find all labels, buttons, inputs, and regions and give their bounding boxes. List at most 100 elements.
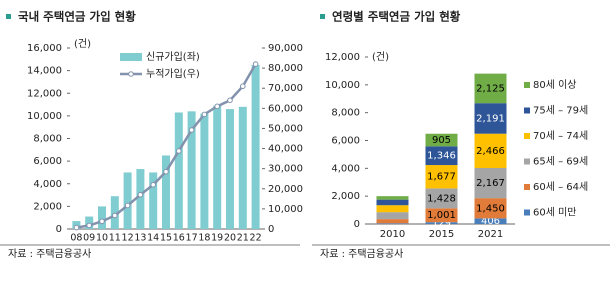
point — [252, 61, 259, 67]
bar — [251, 64, 260, 229]
bar-segment — [474, 133, 507, 169]
legend-label: 70세 – 74세 — [533, 130, 588, 142]
legend-label: 60세 – 64세 — [533, 181, 588, 193]
x-tick-label: 18 — [198, 233, 210, 244]
y2-tick-label: 50,000 — [268, 123, 303, 134]
y-tick-label: 8,000 — [33, 134, 62, 145]
chart-title: 연령별 주택연금 가입 현황 — [332, 10, 461, 24]
x-tick-label: 10 — [96, 233, 108, 244]
bar — [226, 109, 234, 229]
y-tick-label: 10,000 — [325, 80, 360, 91]
x-tick-label: 12 — [122, 233, 134, 244]
data-label: 2,125 — [476, 83, 505, 94]
legend-swatch — [128, 71, 134, 77]
y-tick-label: 14,000 — [27, 66, 62, 77]
y2-tick-label: 80,000 — [268, 63, 303, 74]
point — [86, 222, 92, 229]
bar-segment — [376, 223, 409, 224]
bar-segment — [376, 196, 409, 200]
x-tick-label: 2015 — [429, 229, 454, 240]
bar — [110, 196, 119, 229]
x-tick-label: 21 — [237, 233, 249, 244]
y-tick-label: 6,000 — [331, 136, 360, 147]
x-tick-label: 14 — [147, 233, 159, 244]
bar-segment — [376, 212, 409, 220]
y-tick-label: 12,000 — [27, 88, 62, 99]
bar — [213, 105, 222, 229]
point — [112, 212, 118, 219]
bar — [136, 169, 145, 229]
data-label: 2,191 — [476, 113, 505, 124]
legend-swatch — [120, 53, 142, 61]
point — [176, 148, 182, 154]
x-tick-label: 19 — [211, 233, 223, 244]
bar-segment — [474, 218, 507, 224]
source: 자료 : 주택금융공사 — [8, 248, 91, 260]
y-tick-label: 6,000 — [33, 156, 62, 167]
point — [188, 127, 195, 133]
title-marker — [320, 14, 325, 19]
bar — [98, 206, 106, 229]
y2-tick-label: 90,000 — [268, 43, 303, 54]
data-label: 1,428 — [427, 193, 456, 204]
point — [124, 202, 131, 209]
x-tick-label: 2021 — [478, 229, 503, 240]
data-label: 1,677 — [427, 172, 456, 183]
bar-segment — [425, 208, 458, 223]
data-label: 2,466 — [476, 146, 505, 157]
y2-tick-label: 30,000 — [268, 164, 303, 175]
y-tick-label: 10,000 — [27, 111, 62, 122]
y-tick-label: 16,000 — [27, 43, 62, 54]
y2-tick-label: 40,000 — [268, 144, 303, 155]
chart-title: 국내 주택연금 가입 현황 — [18, 10, 136, 24]
x-tick-label: 2010 — [380, 229, 405, 240]
data-label: 1,346 — [427, 151, 456, 162]
bar — [187, 111, 196, 229]
legend-label: 65세 – 69세 — [533, 156, 588, 168]
bar-segment — [425, 165, 458, 189]
bar-segment — [474, 168, 507, 199]
legend-swatch — [524, 209, 530, 216]
bar-segment — [474, 103, 507, 134]
bar-segment — [425, 133, 458, 147]
y2-tick-label: 0 — [268, 224, 274, 235]
bar-segment — [425, 188, 458, 209]
x-tick-label: 09 — [83, 233, 95, 244]
x-tick-label: 08 — [70, 233, 82, 244]
point — [137, 192, 144, 198]
data-label: 129 — [432, 218, 451, 229]
y-tick-label: 12,000 — [325, 52, 360, 63]
data-label: 1,450 — [476, 203, 505, 214]
y-tick-label: 8,000 — [331, 108, 360, 119]
legend-swatch — [524, 82, 530, 88]
source: 자료 : 주택금융공사 — [320, 248, 403, 260]
legend-swatch — [524, 158, 530, 165]
y2-tick-label: 60,000 — [268, 103, 303, 114]
bar-segment — [376, 199, 409, 206]
bar-segment — [376, 205, 409, 213]
legend-label: 누적가입(우) — [146, 67, 200, 80]
point — [240, 83, 246, 90]
bar-segment — [474, 198, 507, 219]
data-label: 406 — [481, 216, 500, 227]
legend-label: 신규가입(좌) — [146, 50, 200, 63]
x-tick-label: 16 — [173, 233, 185, 244]
x-tick-label: 11 — [109, 233, 121, 244]
point — [227, 97, 233, 104]
bar-segment — [474, 73, 507, 104]
y-tick-label: 0 — [354, 219, 360, 230]
point — [73, 224, 80, 231]
y-tick-label: 0 — [56, 224, 62, 235]
legend-label: 60세 미만 — [533, 207, 577, 219]
legend-swatch — [524, 184, 530, 190]
title-marker — [6, 14, 11, 19]
bar — [238, 106, 247, 229]
y-tick-label: 2,000 — [33, 201, 62, 212]
y-tick-label: 4,000 — [331, 163, 360, 174]
legend-swatch — [524, 107, 530, 114]
point — [150, 181, 156, 188]
data-label: 2,167 — [476, 178, 505, 189]
point — [201, 111, 208, 118]
bar — [123, 172, 132, 229]
